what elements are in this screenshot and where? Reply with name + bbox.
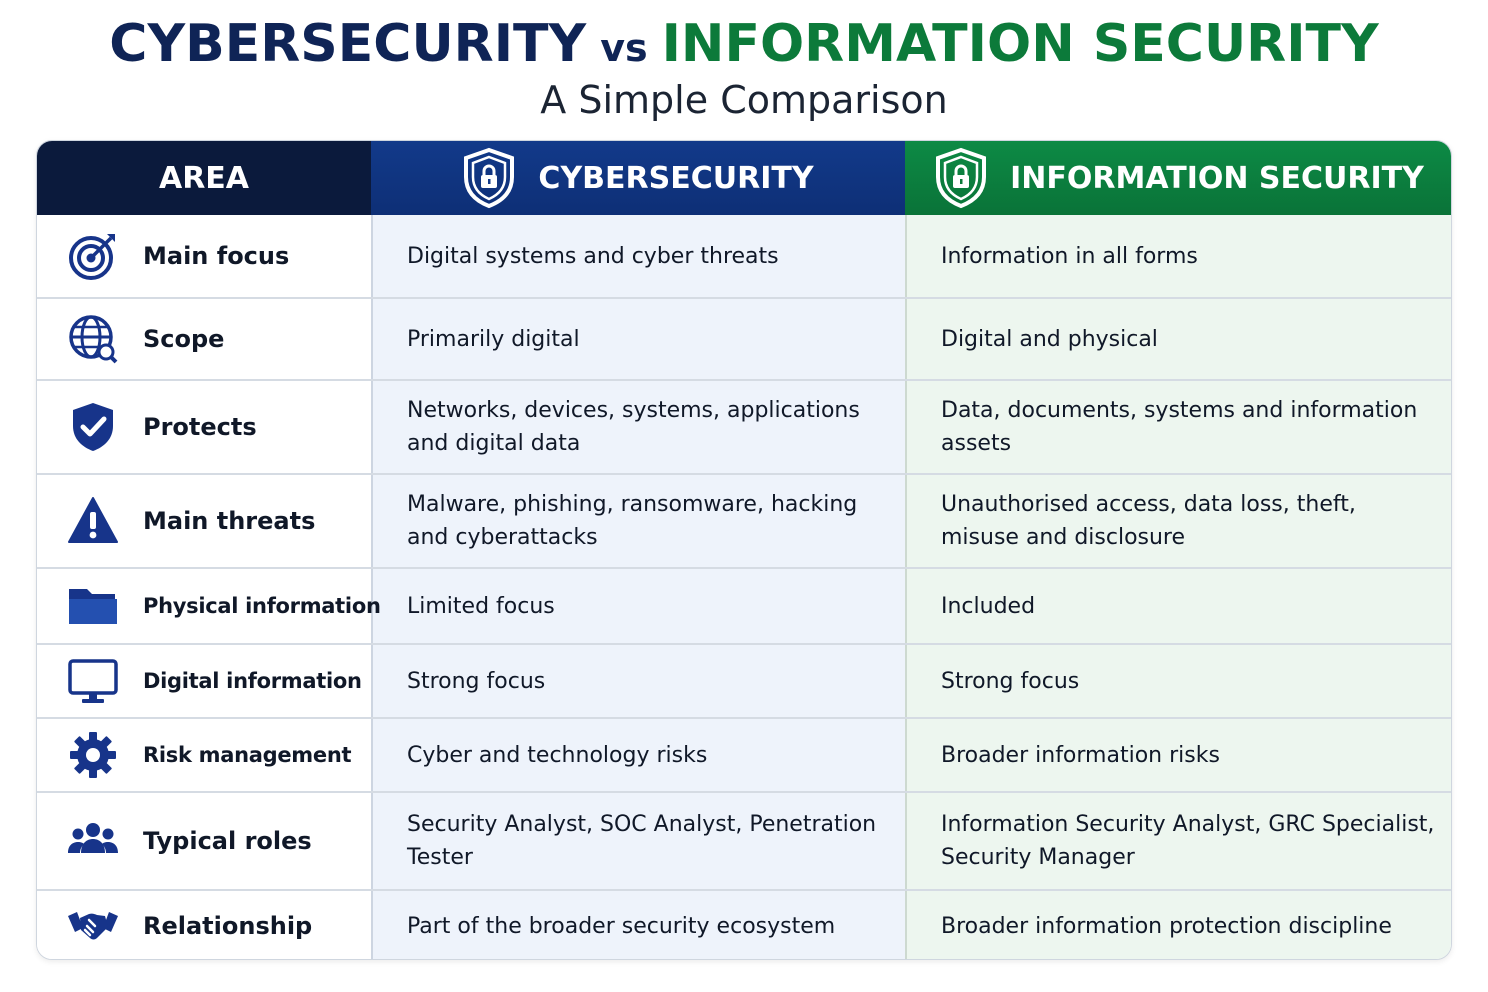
area-label: Main focus xyxy=(143,242,290,270)
cyber-cell: Primarily digital xyxy=(371,299,905,379)
info-value: Broader information protection disciplin… xyxy=(941,913,1392,939)
info-cell: Broader information protection disciplin… xyxy=(905,891,1451,959)
cyber-value: Networks, devices, systems, applications… xyxy=(407,398,860,456)
area-label: Main threats xyxy=(143,507,316,535)
header-cybersecurity: CYBERSECURITY xyxy=(371,141,905,215)
title-cybersecurity: CYBERSECURITY xyxy=(109,14,587,74)
header-area: AREA xyxy=(37,141,371,215)
cyber-cell: Cyber and technology risks xyxy=(371,719,905,791)
area-label: Protects xyxy=(143,413,257,441)
info-cell: Strong focus xyxy=(905,645,1451,717)
target-icon xyxy=(67,230,119,282)
handshake-icon xyxy=(67,900,119,952)
cyber-value: Digital systems and cyber threats xyxy=(407,243,779,269)
table-row: Main threats Malware, phishing, ransomwa… xyxy=(37,475,1451,569)
info-cell: Included xyxy=(905,569,1451,643)
info-value: Unauthorised access, data loss, theft, m… xyxy=(941,492,1356,550)
info-value: Digital and physical xyxy=(941,326,1158,352)
info-cell: Information Security Analyst, GRC Specia… xyxy=(905,793,1451,889)
info-cell: Digital and physical xyxy=(905,299,1451,379)
info-value: Information Security Analyst, GRC Specia… xyxy=(941,812,1435,870)
shield-lock-icon xyxy=(936,147,987,209)
globe-icon xyxy=(67,313,119,365)
table-row: Scope Primarily digital Digital and phys… xyxy=(37,299,1451,381)
monitor-icon xyxy=(67,655,119,707)
area-cell: Main focus xyxy=(37,215,371,297)
area-label: Physical information xyxy=(143,594,381,618)
info-value: Included xyxy=(941,593,1036,619)
cyber-column-bg xyxy=(371,215,905,959)
cyber-value: Security Analyst, SOC Analyst, Penetrati… xyxy=(407,812,877,870)
area-cell: Scope xyxy=(37,299,371,379)
header-cybersecurity-label: CYBERSECURITY xyxy=(538,160,814,196)
cyber-value: Primarily digital xyxy=(407,326,580,352)
info-cell: Information in all forms xyxy=(905,215,1451,297)
cyber-value: Strong focus xyxy=(407,668,546,694)
shield-lock-icon xyxy=(464,147,515,209)
gear-icon xyxy=(67,729,119,781)
cyber-cell: Malware, phishing, ransomware, hacking a… xyxy=(371,475,905,567)
cyber-cell: Digital systems and cyber threats xyxy=(371,215,905,297)
area-label: Typical roles xyxy=(143,827,312,855)
info-value: Strong focus xyxy=(941,668,1080,694)
title-information-security: INFORMATION SECURITY xyxy=(661,14,1379,74)
title-vs: vs xyxy=(600,26,648,70)
table-row: Main focus Digital systems and cyber thr… xyxy=(37,215,1451,299)
info-value: Data, documents, systems and information… xyxy=(941,398,1418,456)
cyber-cell: Limited focus xyxy=(371,569,905,643)
area-cell: Typical roles xyxy=(37,793,371,889)
cyber-cell: Networks, devices, systems, applications… xyxy=(371,381,905,473)
area-label: Digital information xyxy=(143,669,362,693)
area-label: Relationship xyxy=(143,912,313,940)
area-cell: Physical information xyxy=(37,569,381,643)
comparison-table: AREA CYBERSECURITY INFORMATION SECURITY … xyxy=(36,140,1452,960)
area-cell: Risk management xyxy=(37,719,371,791)
info-value: Broader information risks xyxy=(941,742,1220,768)
header-information-security-label: INFORMATION SECURITY xyxy=(1010,160,1424,196)
table-row: Typical roles Security Analyst, SOC Anal… xyxy=(37,793,1451,891)
info-value: Information in all forms xyxy=(941,243,1198,269)
header-area-label: AREA xyxy=(158,160,250,196)
table-row: Relationship Part of the broader securit… xyxy=(37,891,1451,959)
table-row: Digital information Strong focus Strong … xyxy=(37,645,1451,719)
cyber-cell: Security Analyst, SOC Analyst, Penetrati… xyxy=(371,793,905,889)
page-title: CYBERSECURITY vs INFORMATION SECURITY xyxy=(0,12,1488,80)
info-cell: Unauthorised access, data loss, theft, m… xyxy=(905,475,1451,567)
area-cell: Protects xyxy=(37,381,371,473)
cyber-cell: Part of the broader security ecosystem xyxy=(371,891,905,959)
info-cell: Data, documents, systems and information… xyxy=(905,381,1451,473)
area-cell: Main threats xyxy=(37,475,371,567)
table-row: Risk management Cyber and technology ris… xyxy=(37,719,1451,793)
header-information-security: INFORMATION SECURITY xyxy=(905,141,1451,215)
area-cell: Relationship xyxy=(37,891,371,959)
area-label: Scope xyxy=(143,325,225,353)
table-row: Physical information Limited focus Inclu… xyxy=(37,569,1451,645)
page-subtitle: A Simple Comparison xyxy=(540,78,948,122)
cyber-value: Part of the broader security ecosystem xyxy=(407,913,836,939)
folder-icon xyxy=(67,580,119,632)
table-row: Protects Networks, devices, systems, app… xyxy=(37,381,1451,475)
info-column-bg xyxy=(905,215,1451,959)
area-cell: Digital information xyxy=(37,645,371,717)
cyber-value: Malware, phishing, ransomware, hacking a… xyxy=(407,492,858,550)
cyber-cell: Strong focus xyxy=(371,645,905,717)
info-cell: Broader information risks xyxy=(905,719,1451,791)
warning-icon xyxy=(67,495,119,547)
cyber-value: Limited focus xyxy=(407,593,555,619)
shield-check-icon xyxy=(67,401,119,453)
people-icon xyxy=(67,815,119,867)
area-label: Risk management xyxy=(143,743,352,767)
cyber-value: Cyber and technology risks xyxy=(407,742,708,768)
